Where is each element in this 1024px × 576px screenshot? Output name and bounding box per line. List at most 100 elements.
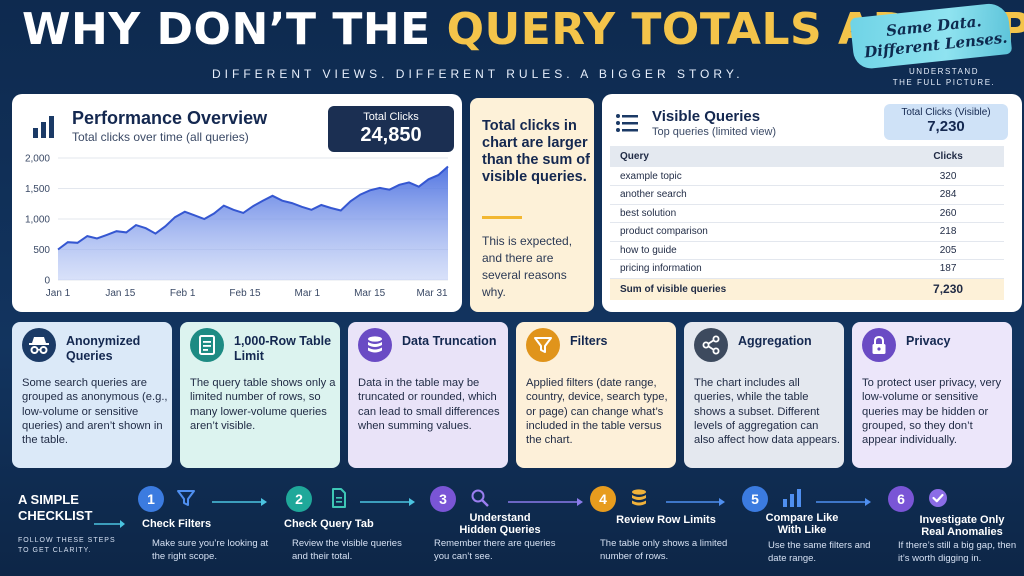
visible-clicks-value: 7,230 (927, 118, 965, 135)
bar-chart-icon (33, 116, 54, 138)
badge-sub-line-1: UNDERSTAND (909, 67, 979, 76)
y-tick-label: 1,000 (25, 215, 50, 226)
query-cell: another search (610, 185, 893, 205)
sum-row: Sum of visible queries 7,230 (610, 278, 1004, 300)
clicks-cell: 205 (892, 241, 1004, 260)
column-header-query: Query (610, 146, 893, 167)
queries-table: Query Clicks example topic 320 another se… (610, 146, 1004, 300)
check-circle-icon (929, 489, 947, 507)
step-number-3: 3 (430, 486, 456, 512)
step-number-1: 1 (138, 486, 164, 512)
table-row: how to guide 205 (610, 241, 1004, 260)
callout-sub-text: This is expected, and there are several … (482, 234, 573, 299)
step-title-4: Review Row Limits (616, 514, 716, 526)
sum-value: 7,230 (892, 278, 1004, 300)
step-desc-4: The table only shows a limited number of… (600, 538, 728, 562)
step-desc-5: Use the same filters and date range. (768, 540, 871, 564)
bar-chart-icon (783, 489, 801, 507)
reason-title: Aggregation (738, 334, 812, 348)
x-tick-label: Mar 15 (354, 288, 386, 299)
badge-sub-line-2: THE FULL PICTURE. (892, 78, 996, 87)
share-nodes-icon (702, 335, 720, 355)
queries-title: Visible Queries (652, 108, 761, 125)
table-row: best solution 260 (610, 204, 1004, 223)
list-icon (616, 114, 638, 132)
reason-body: The query table shows only a limited num… (190, 377, 336, 432)
query-cell: example topic (610, 167, 893, 186)
reason-icon-bg (694, 328, 728, 362)
y-tick-label: 0 (44, 276, 50, 287)
arrow-right-icon (816, 498, 871, 506)
arrow-right-icon (508, 498, 583, 506)
reason-icon-bg (190, 328, 224, 362)
clicks-cell: 320 (892, 167, 1004, 186)
clicks-cell: 284 (892, 185, 1004, 205)
area-fill (58, 166, 448, 280)
visible-clicks-label: Total Clicks (Visible) (901, 107, 991, 118)
y-tick-label: 2,000 (25, 154, 50, 165)
reason-body: Some search queries are grouped as anony… (22, 377, 168, 447)
incognito-icon (29, 337, 49, 354)
callout-divider (482, 216, 522, 219)
reason-body: Data in the table may be truncated or ro… (358, 377, 500, 432)
checklist-title-line-1: A SIMPLE (18, 492, 79, 507)
database-icon (632, 489, 646, 506)
step-number-6: 6 (888, 486, 914, 512)
search-icon (471, 489, 489, 507)
visible-queries-card: Visible Queries Top queries (limited vie… (602, 94, 1022, 312)
table-row: example topic 320 (610, 167, 1004, 186)
arrow-right-icon (666, 498, 725, 506)
column-header-clicks: Clicks (892, 146, 1004, 167)
total-clicks-box: Total Clicks 24,850 (328, 106, 454, 152)
step-title-2: Check Query Tab (284, 518, 374, 530)
lock-icon (872, 335, 886, 354)
query-cell: how to guide (610, 241, 893, 260)
query-cell: product comparison (610, 222, 893, 242)
y-tick-label: 1,500 (25, 184, 50, 195)
arrow-right-icon (360, 498, 415, 506)
step-number-4: 4 (590, 486, 616, 512)
title-part-white: WHY DON’T THE (22, 4, 447, 55)
step-desc-2: Review the visible queries and their tot… (292, 538, 402, 562)
table-row: product comparison 218 (610, 222, 1004, 242)
document-icon (332, 488, 346, 508)
x-tick-label: Mar 1 (295, 288, 321, 299)
query-cell: best solution (610, 204, 893, 223)
y-tick-label: 500 (33, 245, 50, 256)
query-cell: pricing information (610, 259, 893, 279)
table-row: pricing information 187 (610, 259, 1004, 279)
x-tick-label: Feb 1 (170, 288, 196, 299)
performance-title: Performance Overview (72, 108, 268, 128)
reason-title: Anonymized Queries (66, 334, 141, 363)
step-desc-3: Remember there are queries you can’t see… (434, 538, 556, 562)
x-tick-label: Jan 15 (105, 288, 135, 299)
callout-main-text: Total clicks in chart are larger than th… (482, 118, 590, 185)
reason-icon-bg (862, 328, 896, 362)
page-subtitle: DIFFERENT VIEWS. DIFFERENT RULES. A BIGG… (212, 67, 744, 81)
checklist-sub-line-1: FOLLOW THESE STEPS (18, 537, 116, 544)
x-tick-label: Mar 31 (416, 288, 448, 299)
database-icon (368, 336, 382, 353)
reason-title: 1,000-Row Table Limit (234, 334, 332, 363)
filter-icon (177, 490, 195, 506)
filter-icon (534, 337, 552, 353)
visible-clicks-box: Total Clicks (Visible) 7,230 (884, 104, 1008, 140)
reason-body: Applied filters (date range, country, de… (526, 377, 668, 447)
reason-icon-bg (358, 328, 392, 362)
reason-card-anonymized: Anonymized Queries Some search queries a… (12, 322, 172, 468)
reason-card-filters: Filters Applied filters (date range, cou… (516, 322, 676, 468)
clicks-cell: 187 (892, 259, 1004, 279)
reason-body: To protect user privacy, very low-volume… (862, 377, 1002, 447)
step-number-5: 5 (742, 486, 768, 512)
checklist-title-line-2: CHECKLIST (18, 508, 93, 523)
series-line (57, 165, 449, 251)
x-tick-label: Feb 15 (229, 288, 261, 299)
reason-title: Data Truncation (402, 334, 497, 348)
total-clicks-value: 24,850 (360, 124, 422, 146)
table-row: another search 284 (610, 185, 1004, 205)
performance-subtitle: Total clicks over time (all queries) (72, 130, 249, 144)
checklist-sub-line-2: TO GET CLARITY. (18, 547, 92, 554)
checklist-title: A SIMPLE CHECKLIST (18, 492, 92, 524)
reason-icon-bg (526, 328, 560, 362)
step-title-1: Check Filters (142, 518, 212, 530)
